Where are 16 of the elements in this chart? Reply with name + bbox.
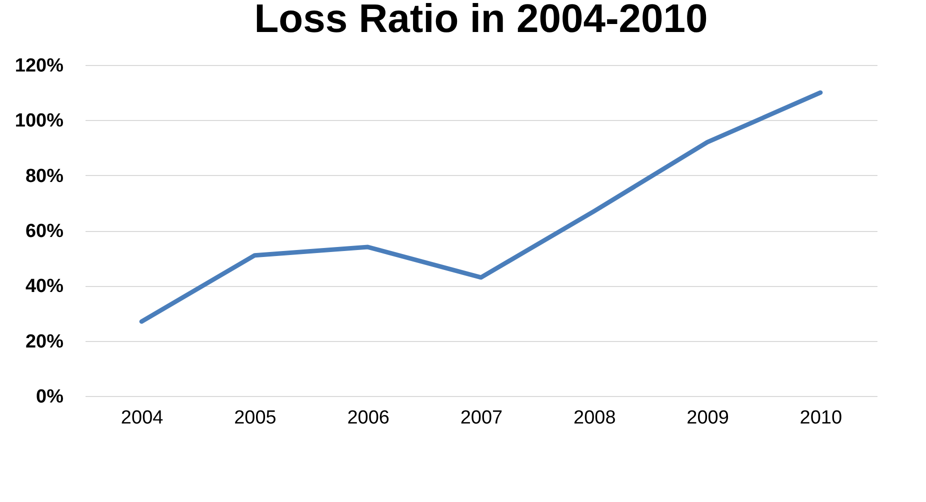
y-tick-label: 20% bbox=[25, 331, 64, 352]
chart-title: Loss Ratio in 2004-2010 bbox=[254, 0, 708, 41]
x-tick-label: 2005 bbox=[234, 408, 276, 428]
x-tick-label: 2009 bbox=[686, 408, 729, 428]
x-tick-label: 2007 bbox=[460, 408, 503, 428]
x-tick-label: 2004 bbox=[120, 408, 164, 428]
y-tick-label: 100% bbox=[14, 110, 64, 132]
y-tick-label: 40% bbox=[25, 276, 64, 298]
y-tick-label: 80% bbox=[25, 166, 64, 187]
x-tick-label: 2008 bbox=[574, 408, 616, 428]
y-tick-label: 60% bbox=[25, 221, 64, 242]
x-tick-label: 2010 bbox=[800, 408, 842, 428]
y-tick-label: 120% bbox=[14, 56, 64, 76]
line-series bbox=[139, 90, 823, 324]
x-tick-label: 2006 bbox=[347, 408, 390, 428]
y-tick-label: 0% bbox=[36, 386, 64, 408]
